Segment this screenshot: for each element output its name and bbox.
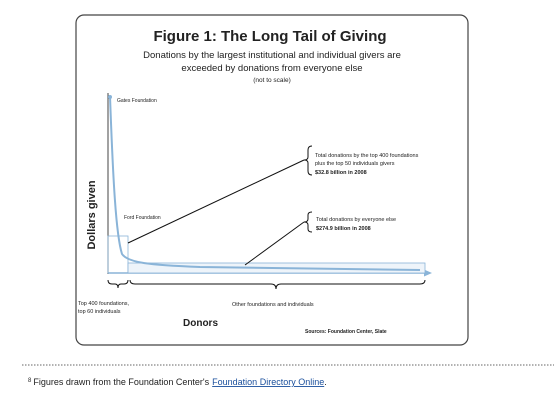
brace [107, 279, 129, 289]
callout-text: Total donations by everyone else [316, 217, 396, 223]
axis-arrow [424, 269, 432, 277]
callout-text: plus the top 50 individuals givers [315, 161, 395, 167]
footnote-marker: 8 [28, 378, 32, 384]
callout-value: $32.8 billion in 2008 [315, 170, 367, 176]
pointer-line [244, 221, 305, 266]
callout-text: Total donations by the top 400 foundatio… [315, 153, 419, 159]
group-label: Other foundations and individuals [232, 302, 314, 308]
giving-curve [109, 95, 421, 271]
source: Sources: Foundation Center, Slate [305, 329, 387, 335]
x-axis-label: Donors [183, 318, 218, 329]
brace [303, 211, 313, 233]
point-label: Gates Foundation [117, 98, 157, 104]
group-label: top 60 individuals [78, 309, 121, 315]
figure-subtitle: Donations by the largest institutional a… [143, 50, 401, 61]
callout-value: $274.9 billion in 2008 [316, 226, 371, 232]
figure-note: (not to scale) [253, 77, 291, 84]
brace [303, 145, 313, 176]
pointer-line [127, 159, 305, 244]
footnote-text: Figures drawn from the Foundation Center… [33, 377, 209, 387]
figure-subtitle: exceeded by donations from everyone else [181, 63, 362, 74]
y-axis-label: Dollars given [86, 180, 98, 249]
group-label: Top 400 foundations, [78, 301, 130, 307]
footnote-link[interactable]: Foundation Directory Online [212, 377, 324, 387]
brace [129, 279, 426, 290]
footnote-end: . [324, 377, 327, 387]
gates-point [108, 95, 112, 99]
figure-title: Figure 1: The Long Tail of Giving [153, 28, 386, 45]
figure-frame [75, 14, 469, 346]
point-label: Ford Foundation [124, 215, 161, 221]
footnote: 8 Figures drawn from the Foundation Cente… [28, 377, 327, 387]
